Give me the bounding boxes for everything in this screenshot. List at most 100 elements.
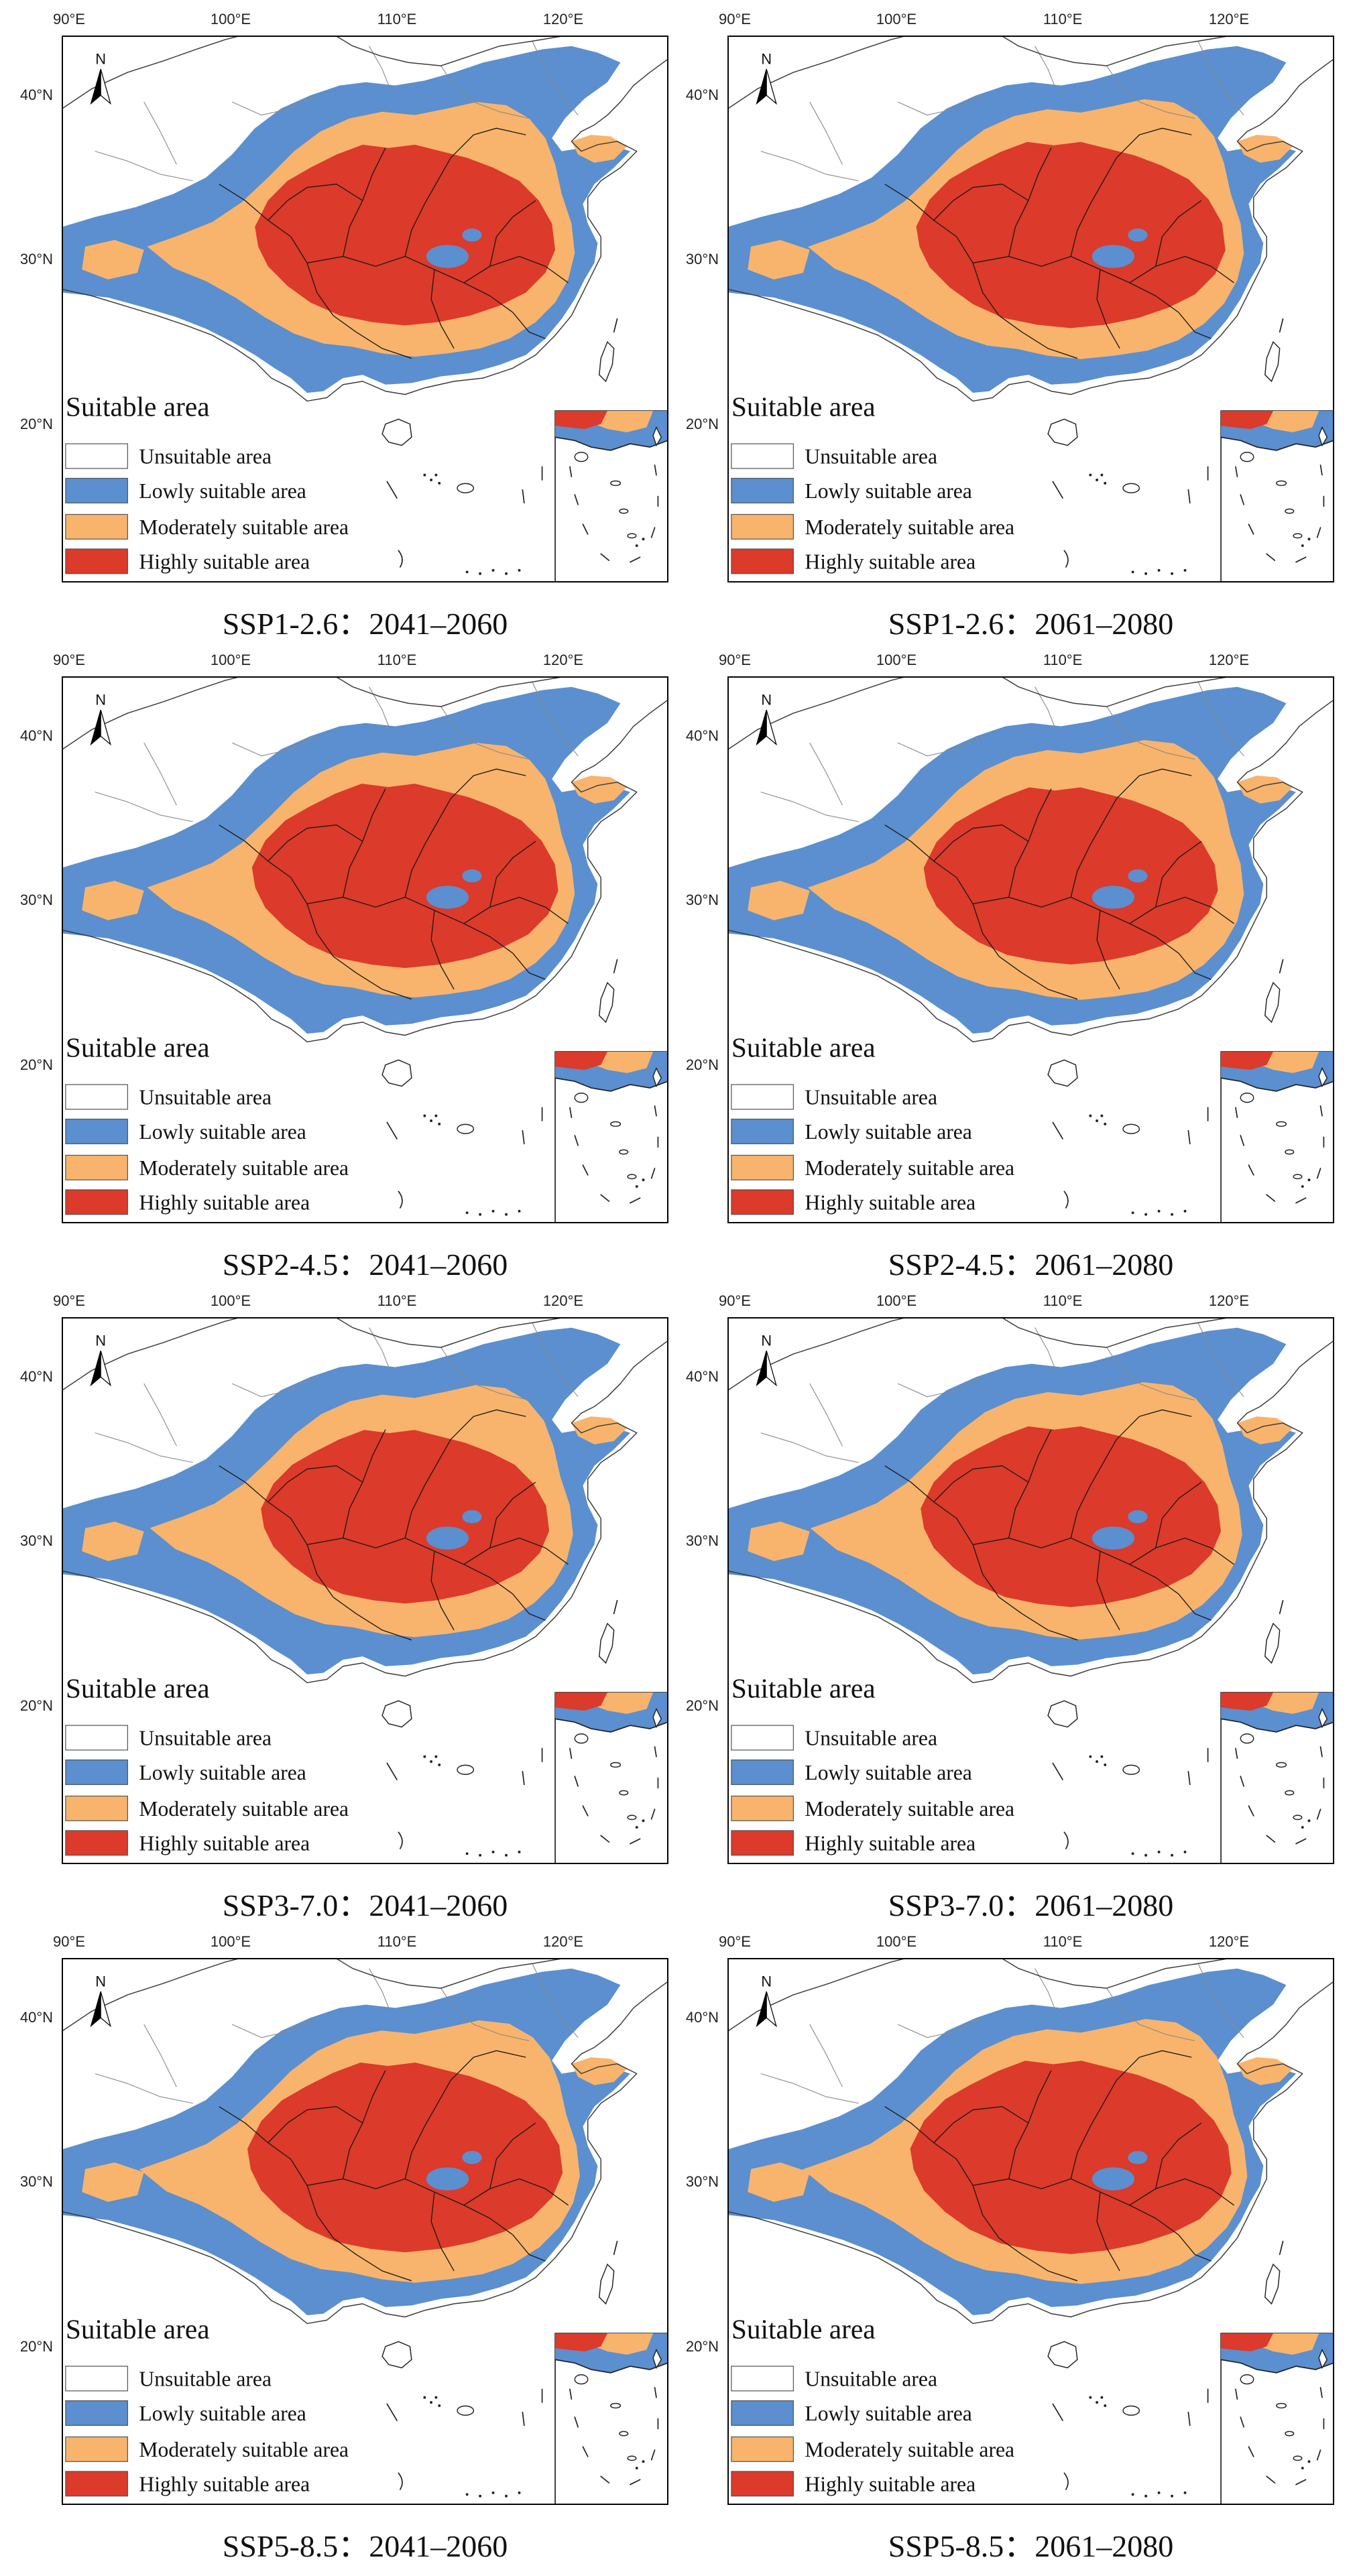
island-mark (1089, 473, 1092, 477)
map-panel-2: 90°E 100°E 110°E 120°E 40°N 30°N 20°N (686, 12, 1334, 641)
inset-island (627, 533, 637, 539)
island-mark (522, 489, 525, 504)
island-mark (1100, 2396, 1104, 2399)
province-boundary (884, 184, 1000, 316)
hainan-outline (1047, 418, 1078, 446)
caption-separator: ： (338, 2529, 369, 2563)
legend: Suitable area Unsuitable area Lowly suit… (731, 1032, 1014, 1215)
legend-label-high: Highly suitable area (805, 550, 976, 573)
province-boundary (897, 2017, 983, 2038)
china-boundary-line (62, 1318, 668, 1684)
north-arrow-right-half (100, 709, 111, 746)
inset-island (635, 1826, 638, 1829)
inset-boundary-dash (1319, 1746, 1323, 1758)
inset-island (642, 538, 645, 541)
longitude-tick-label: 100°E (876, 1292, 917, 1309)
caption-separator: ： (338, 1888, 369, 1922)
island-mark (398, 1190, 403, 1209)
inset-high-region (1221, 411, 1273, 429)
moderately-suitable-region-west (748, 881, 810, 920)
boundary-dash (613, 1599, 618, 1615)
inset-island (642, 1178, 645, 1182)
island-mark (457, 2405, 475, 2416)
legend-swatch-lowly (65, 1118, 128, 1144)
inset-boundary-dash (1319, 465, 1323, 476)
legend: Suitable area Unsuitable area Lowly suit… (65, 1032, 349, 1215)
inset-island (627, 1815, 637, 1821)
province-boundary (809, 1383, 843, 1447)
lowly-suitable-patch (1092, 1526, 1135, 1550)
lowly-suitable-patch (426, 1526, 469, 1550)
legend-title: Suitable area (731, 2313, 876, 2344)
northern-province-boundaries (760, 1963, 1244, 2104)
province-boundary (219, 184, 334, 316)
inset-boundary-dash (630, 1197, 641, 1204)
province-boundary (404, 1439, 451, 1538)
province-boundary (1178, 953, 1212, 980)
province-boundary (972, 896, 1179, 954)
legend: Suitable area Unsuitable area Lowly suit… (65, 2313, 349, 2497)
island-mark (1187, 1770, 1191, 1786)
legend: Suitable area Unsuitable area Lowly suit… (731, 2313, 1014, 2497)
province-boundary (143, 742, 177, 806)
south-china-sea-islands (386, 1747, 543, 1857)
legend-swatch-unsuitable (731, 1084, 794, 1110)
province-boundary (809, 2024, 843, 2087)
highly-suitable-group (251, 784, 558, 969)
inset-island (1276, 1121, 1287, 1127)
north-arrow-label: N (761, 1333, 772, 1349)
caption-separator: ： (1004, 2529, 1035, 2563)
taiwan-outline (1264, 981, 1281, 1024)
longitude-tick-label: 110°E (377, 1292, 417, 1309)
longitude-tick-label: 110°E (377, 1933, 417, 1950)
inset-hainan (1240, 2374, 1254, 2385)
island-mark (434, 1755, 438, 1758)
northern-province-boundaries (95, 1963, 579, 2104)
longitude-tick-label: 120°E (542, 1292, 584, 1309)
island-mark (1052, 1121, 1063, 1140)
island-mark (1131, 1852, 1134, 1855)
north-arrow-label: N (761, 51, 772, 68)
island-mark (1171, 572, 1173, 575)
inset-island (1293, 2455, 1303, 2461)
inset-island (610, 480, 622, 487)
province-boundary (219, 2106, 334, 2239)
south-china-sea-islands (1052, 1107, 1209, 1216)
island-mark (1187, 2411, 1191, 2427)
inset-coastline (554, 1077, 668, 1092)
lowly-suitable-patch (426, 885, 469, 909)
legend-title: Suitable area (66, 391, 210, 422)
province-boundary (512, 2234, 546, 2262)
province-boundary (489, 1481, 536, 1548)
island-mark (465, 2493, 469, 2496)
latitude-tick-label: 30°N (685, 892, 719, 908)
legend-label-moderate: Moderately suitable area (139, 2438, 349, 2461)
latitude-tick-label: 30°N (19, 2173, 53, 2190)
province-boundary (268, 2105, 363, 2144)
inset-moderate-region (1260, 2333, 1319, 2355)
hainan-outline (1047, 1700, 1078, 1728)
inset-boundary-dash (650, 1168, 656, 1179)
island-mark (505, 2494, 508, 2498)
island-mark (518, 1850, 521, 1853)
legend-label-moderate: Moderately suitable area (805, 515, 1014, 539)
province-boundary (489, 841, 536, 908)
legend-label-lowly: Lowly suitable area (805, 2402, 971, 2425)
province-boundary (440, 1347, 530, 1401)
island-mark (1063, 1831, 1069, 1849)
map-content (728, 36, 1334, 575)
longitude-tick-label: 90°E (53, 11, 85, 27)
caption-period: 2041–2060 (369, 2529, 508, 2563)
inset-boundary-dash (574, 1776, 579, 1787)
legend-label-high: Highly suitable area (139, 1831, 310, 1855)
legend-swatch-high (731, 2471, 794, 2497)
legend-label-high: Highly suitable area (139, 1190, 310, 1214)
island-mark (479, 1213, 482, 1216)
province-boundary (1070, 1439, 1117, 1538)
province-boundary (306, 2178, 514, 2235)
province-boundary (760, 2073, 859, 2104)
lowly-suitable-patch (1128, 2150, 1148, 2164)
south-china-sea-islands (386, 466, 543, 575)
island-mark (1104, 481, 1107, 485)
lowly-suitable-patch (462, 2150, 482, 2164)
